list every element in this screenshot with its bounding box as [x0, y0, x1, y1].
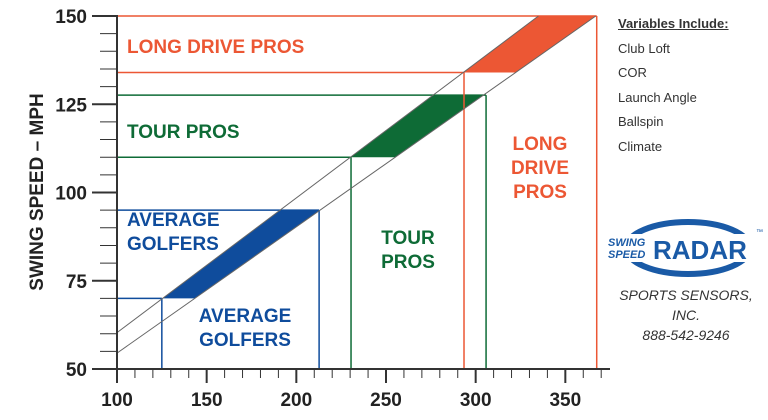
- series-label-distance: LONG: [513, 134, 568, 155]
- variable-item: COR: [618, 65, 647, 81]
- company-phone: 888-542-9246: [642, 327, 730, 343]
- band-fill-0: [162, 210, 321, 299]
- y-tick-label: 125: [55, 95, 87, 116]
- logo-speed: SPEED: [608, 249, 645, 261]
- series-label-distance: DRIVE: [511, 158, 569, 179]
- x-tick-label: 350: [549, 390, 581, 411]
- y-axis-label: SWING SPEED – MPH: [27, 93, 48, 290]
- x-tick-label: 250: [370, 390, 402, 411]
- y-tick-label: 75: [66, 272, 88, 293]
- series-label-distance: GOLFERS: [199, 330, 291, 351]
- radar-swoosh-icon: SWING SPEED RADAR ™: [606, 219, 766, 277]
- diagonal-line-1: [116, 15, 597, 354]
- company-name: SPORTS SENSORS, INC.: [619, 287, 753, 323]
- diagonal-line-0: [116, 15, 539, 334]
- x-tick-label: 300: [460, 390, 492, 411]
- series-label-speed: LONG DRIVE PROS: [127, 37, 304, 58]
- variable-item: Climate: [618, 138, 663, 154]
- series-label-distance: AVERAGE: [199, 306, 292, 327]
- series-label-distance: TOUR: [381, 228, 435, 249]
- y-tick-label: 50: [66, 360, 87, 381]
- series-label-distance: PROS: [513, 182, 567, 203]
- y-tick-label: 100: [55, 184, 87, 205]
- chart: SWING SPEED – MPH 50 75 100 125 150 100 150 200…: [27, 7, 610, 411]
- series-label-speed: AVERAGE: [127, 210, 220, 231]
- variables-list: Variables Include: Club Loft COR Launch …: [618, 12, 729, 160]
- series-label-distance: PROS: [381, 252, 435, 273]
- x-tick-label: 200: [280, 390, 312, 411]
- logo-swing: SWING: [608, 237, 646, 249]
- band-fill-1: [350, 95, 484, 158]
- series-label-speed: TOUR PROS: [127, 122, 240, 143]
- variable-item: Ballspin: [618, 114, 664, 130]
- variable-item: Launch Angle: [618, 89, 697, 105]
- series-label-speed: GOLFERS: [127, 234, 219, 255]
- x-tick-label: 100: [101, 390, 133, 411]
- variables-heading: Variables Include:: [618, 16, 729, 31]
- swing-speed-radar-logo: SWING SPEED RADAR ™ SPORTS SENSORS, INC.…: [606, 210, 766, 345]
- band-fill-2: [463, 16, 596, 73]
- logo-tm: ™: [756, 229, 763, 236]
- logo-radar: RADAR: [653, 235, 747, 265]
- variable-item: Club Loft: [618, 40, 671, 56]
- y-tick-label: 150: [55, 7, 87, 28]
- x-tick-label: 150: [191, 390, 223, 411]
